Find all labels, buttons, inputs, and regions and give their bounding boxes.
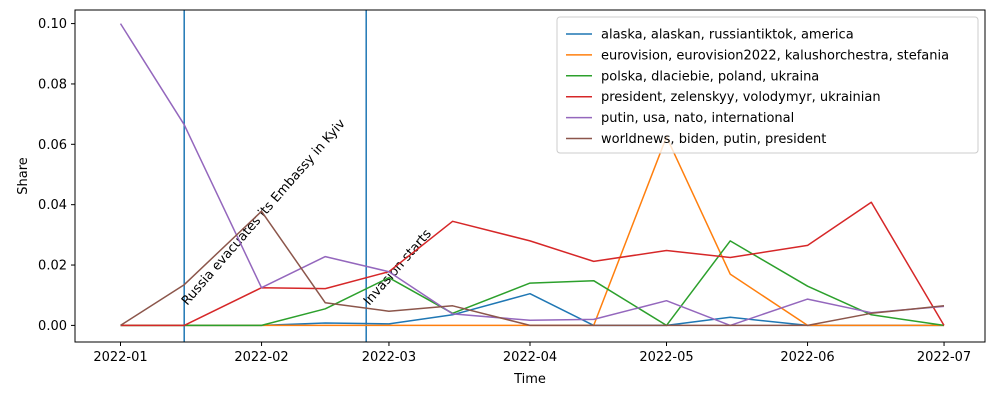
x-tick-label-2: 2022-03	[362, 350, 416, 365]
x-tick-label-4: 2022-05	[639, 350, 693, 365]
y-tick-label-0: 0.00	[38, 319, 67, 334]
y-tick-label-4: 0.08	[38, 77, 67, 92]
x-tick-label-3: 2022-04	[503, 350, 557, 365]
legend-box	[556, 16, 979, 154]
y-tick-label-3: 0.06	[38, 138, 67, 153]
y-tick-label-1: 0.02	[38, 259, 67, 274]
legend-label-3: president, zelenskyy, volodymyr, ukraini…	[601, 90, 881, 105]
legend-label-2: polska, dlaciebie, poland, ukraina	[601, 69, 819, 84]
legend-label-0: alaska, alaskan, russiantiktok, america	[601, 28, 854, 43]
y-tick-label-2: 0.04	[38, 198, 67, 213]
y-axis-label: Share	[16, 157, 31, 195]
x-tick-label-5: 2022-06	[780, 350, 834, 365]
series-lines	[119, 23, 945, 327]
series-line-4	[119, 23, 945, 327]
series-line-5	[120, 210, 945, 327]
legend-label-4: putin, usa, nato, international	[601, 111, 794, 126]
x-tick-label-6: 2022-07	[917, 350, 971, 365]
legend-label-1: eurovision, eurovision2022, kalushorches…	[601, 48, 949, 63]
legend: alaska, alaskan, russiantiktok, america e…	[556, 16, 979, 154]
series-line-2	[120, 240, 945, 327]
x-tick-label-1: 2022-02	[234, 350, 288, 365]
x-tick-label-0: 2022-01	[93, 350, 147, 365]
x-axis-ticks: 2022-01 2022-02 2022-03 2022-04 2022-05 2022-…	[93, 342, 971, 365]
x-axis-label: Time	[513, 372, 546, 387]
legend-label-5: worldnews, biden, putin, president	[601, 132, 826, 147]
y-axis-ticks: 0.00 0.02 0.04 0.06 0.08 0.10	[38, 17, 75, 334]
y-tick-label-5: 0.10	[38, 17, 67, 32]
